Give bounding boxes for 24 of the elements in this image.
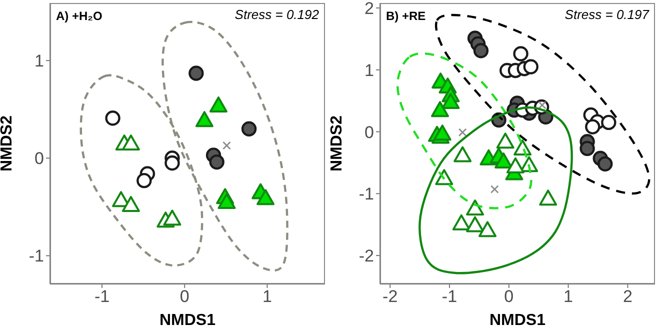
- x-tick-label: 1: [564, 287, 574, 306]
- x-tick-label: -1: [442, 287, 458, 306]
- x-axis-title: NMDS1: [159, 312, 216, 327]
- y-tick-label: 1: [364, 60, 374, 80]
- x-axis-title: NMDS1: [489, 312, 546, 327]
- x-tick-label: 0: [180, 287, 190, 306]
- x-tick-label: -1: [94, 287, 110, 306]
- y-axis-title: NMDS2: [0, 115, 16, 172]
- annotation: Stress = 0.197: [564, 7, 649, 22]
- y-axis-title: NMDS2: [328, 115, 346, 172]
- y-tick-label: 1: [34, 52, 44, 71]
- text: A) +H₂O: [56, 9, 102, 23]
- y-tick-label: -2: [358, 246, 374, 266]
- y-tick-label: 0: [364, 122, 374, 142]
- y-tick-label: 0: [34, 149, 44, 168]
- y-tick-label: 2: [364, 0, 374, 18]
- y-tick-label: -1: [358, 184, 374, 204]
- x-tick-label: 2: [622, 287, 632, 306]
- x-tick-label: 1: [262, 287, 272, 306]
- y-tick-label: -1: [28, 246, 44, 266]
- text: B) +RE: [386, 9, 426, 23]
- x-tick-label: 0: [504, 287, 514, 306]
- x-tick-label: -2: [382, 287, 398, 306]
- annotation: Stress = 0.192: [234, 7, 319, 22]
